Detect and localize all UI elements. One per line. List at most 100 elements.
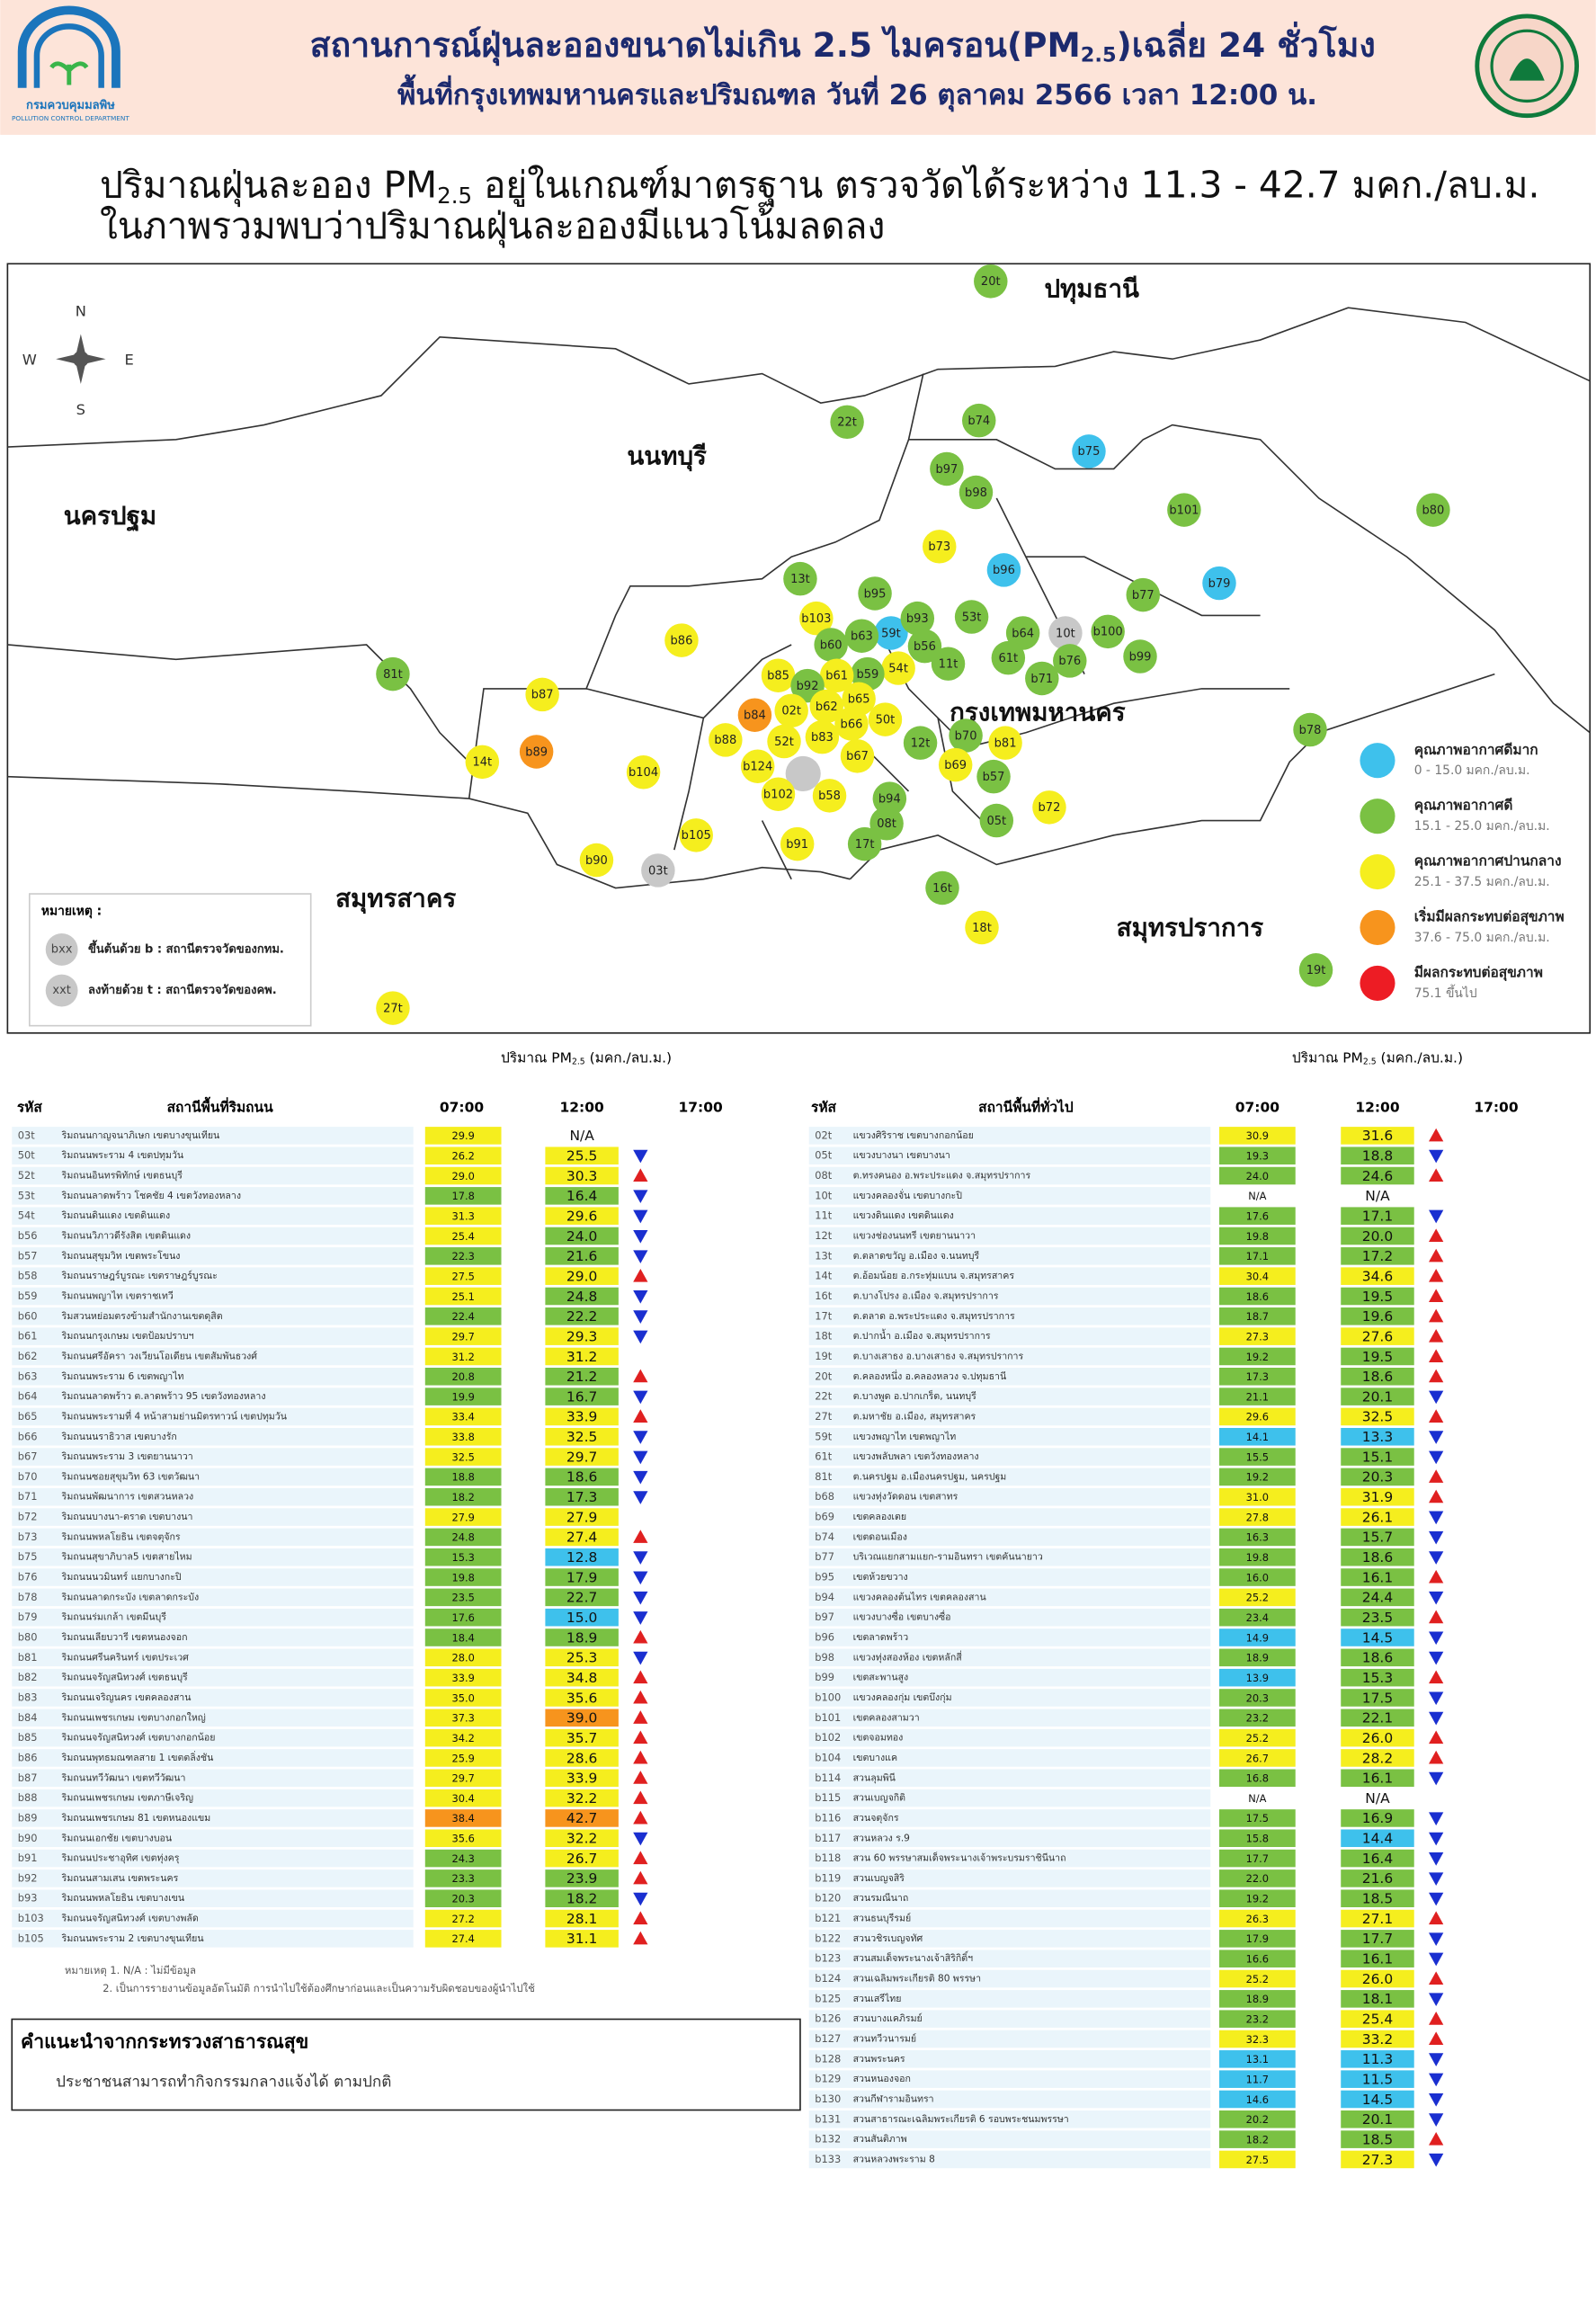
value-cell: [1341, 1909, 1414, 1928]
trend-arrow: [1429, 2053, 1444, 2066]
station-marker: [925, 870, 959, 906]
value-text: 18.6: [1246, 1290, 1269, 1303]
value-cell: [1341, 1588, 1414, 1607]
value-cell: [1218, 1307, 1296, 1325]
station-marker: [376, 656, 410, 691]
value-cell: [1218, 1267, 1296, 1285]
value-text: 16.7: [566, 1388, 597, 1405]
value-cell: [424, 1247, 502, 1265]
station-name: ริมสวนหย่อมตรงข้ามสำนักงานเขตดุสิต: [61, 1311, 222, 1322]
station-marker: [1091, 614, 1125, 649]
trend-arrow: [633, 1851, 648, 1865]
station-label: b86: [671, 634, 693, 647]
station-marker: [986, 553, 1021, 587]
value-text: 18.6: [1362, 1549, 1393, 1566]
station-label: 61t: [999, 652, 1019, 665]
station-label: b62: [816, 700, 838, 714]
station-name: ต.อ้อมน้อย อ.กระทุ่มแบน จ.สมุทรสาคร: [853, 1271, 1015, 1281]
value-cell: [1341, 1648, 1414, 1667]
column-header: สถานีพื้นที่ทั่วไป: [978, 1096, 1074, 1115]
value-cell: [1218, 1648, 1296, 1667]
trend-arrow: [633, 1730, 648, 1744]
value-text: 16.0: [1246, 1571, 1269, 1584]
value-text: 14.4: [1362, 1831, 1393, 1847]
value-cell: [1218, 1990, 1296, 2008]
trend-arrow: [633, 1651, 648, 1665]
station-code: b91: [18, 1851, 38, 1864]
value-text: 14.1: [1246, 1431, 1269, 1443]
row-name-bg: [12, 1528, 414, 1547]
station-code: 16t: [815, 1289, 832, 1302]
station-name: สวนพระนคร: [853, 2054, 905, 2065]
row-name-bg: [12, 1247, 414, 1265]
value-cell: [1218, 1869, 1296, 1887]
value-cell: [1218, 1809, 1296, 1827]
value-text: 20.3: [1246, 1691, 1269, 1704]
footnote: หมายเหตุ 1. N/A : ไม่มีข้อมูล: [65, 1964, 196, 1976]
value-text: 17.6: [451, 1611, 474, 1624]
column-header: รหัส: [811, 1099, 837, 1115]
value-cell: [545, 1508, 619, 1526]
table-heading-sub: 2.5: [1363, 1057, 1377, 1066]
station-code: b92: [18, 1871, 38, 1884]
value-cell: [424, 1809, 502, 1827]
row-name-bg: [12, 1749, 414, 1767]
station-marker: [1416, 493, 1450, 527]
value-cell: [1218, 1448, 1296, 1466]
row-name-bg: [808, 1127, 1211, 1145]
value-cell: [1218, 1689, 1296, 1707]
trend-arrow: [633, 1931, 648, 1945]
trend-arrow: [1429, 1248, 1444, 1263]
value-text: 30.3: [566, 1168, 597, 1184]
station-name: ริมถนนประชาอุทิศ เขตทุ่งครุ: [61, 1853, 179, 1864]
station-code: b60: [18, 1309, 38, 1322]
station-marker: [664, 623, 699, 657]
value-cell: [1341, 1307, 1414, 1325]
value-text: 23.2: [1246, 2012, 1269, 2025]
station-name: สวนหนองจอก: [853, 2074, 911, 2084]
trend-arrow: [633, 1409, 648, 1423]
station-marker: [872, 781, 907, 816]
value-text: 17.1: [1362, 1209, 1393, 1225]
note-text: ลงท้ายด้วย t : สถานีตรวจวัดของคพ.: [88, 983, 277, 997]
station-label: b69: [944, 759, 967, 772]
trend-arrow: [1429, 1852, 1444, 1866]
row-name-bg: [12, 1849, 414, 1868]
station-marker: [740, 749, 775, 783]
value-text: 25.2: [1246, 1973, 1269, 1985]
value-cell: [1341, 1950, 1414, 1967]
station-code: b129: [815, 2073, 841, 2085]
value-text: 27.2: [451, 1913, 474, 1925]
value-text: 33.9: [451, 1672, 474, 1684]
value-text: 17.1: [1246, 1250, 1269, 1263]
value-text: 21.1: [1246, 1390, 1269, 1403]
station-code: b128: [815, 2052, 841, 2065]
value-cell: [424, 1427, 502, 1446]
station-label: b59: [856, 668, 878, 682]
value-cell: [545, 1829, 619, 1848]
trend-arrow: [1429, 2073, 1444, 2087]
station-marker: [907, 629, 942, 664]
value-text: 16.1: [1362, 1569, 1393, 1585]
station-name: ริมถนนเพชรเกษม เขตภาษีเจริญ: [61, 1792, 193, 1804]
station-name: แขวงพญาไท เขตพญาไท: [853, 1431, 957, 1442]
value-text: 23.3: [451, 1872, 474, 1885]
station-marker: [844, 619, 879, 653]
station-code: b81: [18, 1651, 38, 1664]
station-code: b61: [18, 1330, 38, 1343]
value-cell: [424, 1869, 502, 1887]
row-name-bg: [808, 1207, 1211, 1225]
value-cell: [424, 1628, 502, 1646]
table-heading-pre: ปริมาณ PM: [501, 1049, 572, 1066]
station-code: b99: [815, 1671, 834, 1683]
trend-arrow: [1429, 1631, 1444, 1646]
station-code: b89: [18, 1811, 38, 1824]
station-name: สวนทวีวนารมย์: [853, 2032, 917, 2044]
value-cell: [545, 1930, 619, 1948]
value-cell: [1218, 1287, 1296, 1306]
value-cell: [424, 1448, 502, 1466]
station-name: ริมถนนซอยสุขุมวิท 63 เขตวัฒนา: [61, 1471, 200, 1482]
station-code: b82: [18, 1671, 38, 1683]
station-label: b66: [841, 718, 863, 731]
value-cell: [424, 1127, 502, 1145]
